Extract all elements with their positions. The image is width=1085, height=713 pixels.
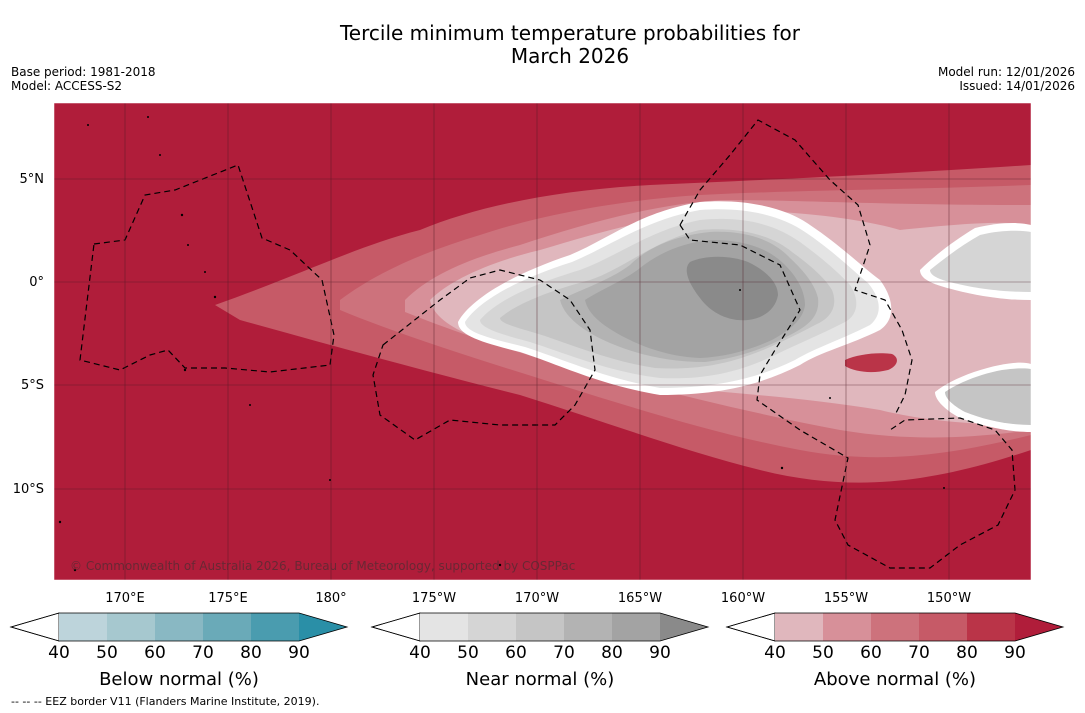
colorbar-near-normal: 40 50 60 70 80 90 Near normal (%) xyxy=(370,612,710,690)
meta-right: Model run: 12/01/2026 Issued: 14/01/2026 xyxy=(938,65,1075,93)
near-normal-east-fill xyxy=(930,230,1031,292)
model-name: Model: ACCESS-S2 xyxy=(11,79,123,93)
colorbar-above-tick: 90 xyxy=(1004,643,1026,663)
lat-label: 10°S xyxy=(13,482,44,497)
colorbar-near-swatch xyxy=(564,613,612,641)
colorbar-near-outline xyxy=(370,612,710,642)
colorbar-below-outline xyxy=(9,612,349,642)
colorbar-above-tick: 40 xyxy=(764,643,786,663)
colorbar-near-tick: 90 xyxy=(649,643,671,663)
colorbar-above-start xyxy=(725,612,776,642)
latitude-labels: 5°N 0° 5°S 10°S xyxy=(13,172,44,497)
lon-label: 170°W xyxy=(515,591,559,606)
colorbar-above-tick: 70 xyxy=(908,643,930,663)
colorbar-below-tick: 50 xyxy=(96,643,118,663)
base-period: Base period: 1981-2018 xyxy=(11,65,156,79)
colorbar-below-tick: 40 xyxy=(48,643,70,663)
colorbar-above-swatch xyxy=(823,613,871,641)
lon-label: 160°W xyxy=(721,591,765,606)
colorbar-below-swatch xyxy=(155,613,203,641)
title-line-1: Tercile minimum temperature probabilitie… xyxy=(339,21,801,45)
colorbar-above-tick: 60 xyxy=(860,643,882,663)
lon-label: 175°E xyxy=(208,591,248,606)
colorbar-below-swatch xyxy=(107,613,155,641)
colorbar-near-tick: 70 xyxy=(553,643,575,663)
eez-border-central xyxy=(372,269,596,441)
lon-label: 155°W xyxy=(824,591,868,606)
lat-label: 5°S xyxy=(21,378,44,393)
eez-border-northeast xyxy=(679,119,913,416)
graticule xyxy=(54,103,1031,580)
island-markers xyxy=(58,116,945,572)
colorbar-near-title: Near normal (%) xyxy=(466,669,615,690)
probability-field: © Commonwealth of Australia 2026, Bureau… xyxy=(54,103,1031,580)
lon-label: 175°W xyxy=(412,591,456,606)
colorbar-near-start xyxy=(370,612,421,642)
lat-label: 5°N xyxy=(20,172,45,187)
copyright-note: © Commonwealth of Australia 2026, Bureau… xyxy=(70,559,575,573)
colorbar-near-swatch xyxy=(516,613,564,641)
longitude-labels: 170°E 175°E 180° 175°W 170°W 165°W 160°W… xyxy=(105,591,971,606)
colorbar-below-swatch xyxy=(251,613,299,641)
lon-label: 165°W xyxy=(618,591,662,606)
colorbar-near-swatch xyxy=(420,613,468,641)
colorbar-below-start xyxy=(9,612,60,642)
issued-date: Issued: 14/01/2026 xyxy=(959,79,1075,93)
colorbar-above-normal: 40 50 60 70 80 90 Above normal (%) xyxy=(725,612,1065,690)
colorbar-below-tick: 90 xyxy=(288,643,310,663)
colorbar-below-end xyxy=(299,613,347,641)
colorbar-near-tick: 40 xyxy=(409,643,431,663)
lon-label: 150°W xyxy=(927,591,971,606)
eez-border-west xyxy=(79,164,335,373)
colorbar-below-title: Below normal (%) xyxy=(99,669,259,690)
near-90-band xyxy=(686,256,778,321)
model-run: Model run: 12/01/2026 xyxy=(937,65,1075,79)
colorbar-above-swatch xyxy=(775,613,823,641)
colorbar-near-tick: 60 xyxy=(505,643,527,663)
colorbar-below-tick: 80 xyxy=(240,643,262,663)
colorbar-below-tick: 70 xyxy=(192,643,214,663)
lon-label: 180° xyxy=(315,591,346,606)
colorbar-near-end xyxy=(660,613,708,641)
colorbar-below-swatch xyxy=(203,613,251,641)
above-80-patch xyxy=(845,353,897,373)
colorbar-above-tick: 80 xyxy=(956,643,978,663)
colorbar-above-title: Above normal (%) xyxy=(814,669,976,690)
colorbar-near-swatch xyxy=(468,613,516,641)
lon-label: 170°E xyxy=(105,591,145,606)
title-line-2: March 2026 xyxy=(510,44,630,68)
near-normal-southeast-fill xyxy=(945,368,1031,425)
map-frame xyxy=(53,102,1032,581)
eez-footnote: -- -- -- EEZ border V11 (Flanders Marine… xyxy=(11,695,320,708)
lat-label: 0° xyxy=(29,275,44,290)
chart-title: Tercile minimum temperature probabilitie… xyxy=(0,22,1085,68)
colorbar-above-swatch xyxy=(871,613,919,641)
colorbar-above-end xyxy=(1015,613,1063,641)
colorbar-near-tick: 50 xyxy=(457,643,479,663)
colorbar-below-normal: 40 50 60 70 80 90 Below normal (%) xyxy=(9,612,349,690)
colorbar-above-swatch xyxy=(919,613,967,641)
colorbar-above-outline xyxy=(725,612,1065,642)
meta-left: Base period: 1981-2018 Model: ACCESS-S2 xyxy=(11,65,156,93)
colorbar-above-tick: 50 xyxy=(812,643,834,663)
colorbar-near-swatch xyxy=(612,613,660,641)
colorbar-below-tick: 60 xyxy=(144,643,166,663)
colorbar-below-swatch xyxy=(59,613,107,641)
colorbar-above-swatch xyxy=(967,613,1015,641)
eez-border-inner xyxy=(679,224,1016,569)
colorbar-near-tick: 80 xyxy=(601,643,623,663)
